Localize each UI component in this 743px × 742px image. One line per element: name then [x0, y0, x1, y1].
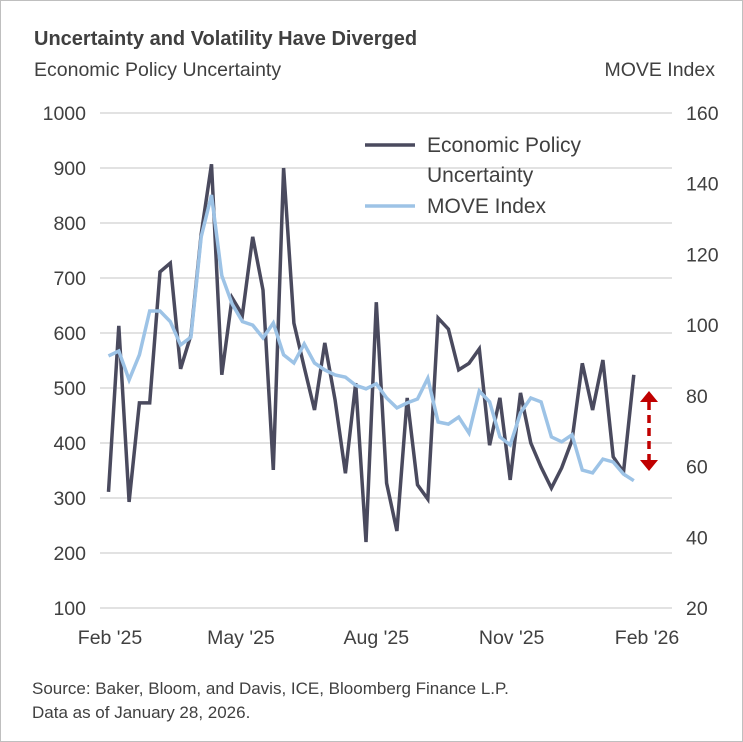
right-axis-title: MOVE Index: [604, 59, 715, 81]
legend-label-move: MOVE Index: [427, 195, 547, 218]
legend-label-epu-line2: Uncertainty: [427, 164, 534, 187]
x-tick-label: Nov '25: [479, 627, 545, 649]
left-tick-label: 600: [53, 323, 86, 345]
epu-line: [106, 163, 636, 543]
x-tick-label: May '25: [207, 627, 275, 649]
right-tick-label: 160: [686, 103, 719, 125]
legend-label-epu: Economic Policy: [427, 134, 582, 157]
move-line: [107, 194, 635, 483]
left-tick-label: 700: [53, 268, 86, 290]
chart-title: Uncertainty and Volatility Have Diverged: [34, 28, 418, 50]
right-tick-label: 20: [686, 598, 708, 620]
left-tick-label: 100: [53, 598, 86, 620]
source-note: Source: Baker, Bloom, and Davis, ICE, Bl…: [32, 679, 509, 698]
right-tick-label: 40: [686, 527, 708, 549]
right-tick-label: 100: [686, 315, 719, 337]
left-tick-label: 200: [53, 543, 86, 565]
arrow-head-down: [640, 460, 658, 471]
asof-note: Data as of January 28, 2026.: [32, 703, 251, 722]
x-tick-label: Aug '25: [344, 627, 410, 649]
right-tick-label: 80: [686, 386, 708, 408]
left-tick-label: 1000: [43, 103, 87, 125]
right-tick-label: 140: [686, 174, 719, 196]
left-axis-title: Economic Policy Uncertainty: [34, 59, 282, 81]
left-tick-label: 900: [53, 158, 86, 180]
arrow-head-up: [640, 391, 658, 402]
left-tick-label: 500: [53, 378, 86, 400]
left-tick-label: 300: [53, 488, 86, 510]
left-tick-label: 800: [53, 213, 86, 235]
x-tick-label: Feb '25: [78, 627, 143, 649]
right-tick-label: 60: [686, 457, 708, 479]
left-tick-label: 400: [53, 433, 86, 455]
x-tick-label: Feb '26: [615, 627, 679, 649]
right-tick-label: 120: [686, 244, 719, 266]
